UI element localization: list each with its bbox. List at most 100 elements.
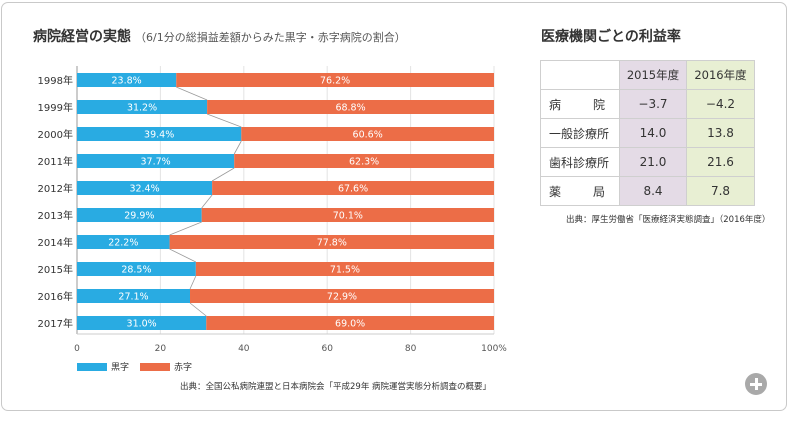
connector-line: [201, 194, 213, 209]
bar-segment-red: [234, 154, 495, 168]
bar-segment-red: [190, 289, 494, 303]
data-label-black: 28.5%: [121, 265, 151, 276]
chart-source: 出典：全国公私病院連盟と日本病院会「平成29年 病院運営実態分析調査の概要」: [180, 382, 492, 392]
data-label-black: 37.7%: [141, 157, 171, 168]
x-tick-label: 0: [74, 344, 80, 354]
table-row-hospital: 病院 −3.7 −4.2: [540, 89, 755, 119]
cell-pharmacy-2016: 7.8: [686, 176, 755, 206]
table-row-pharmacy: 薬局 8.4 7.8: [540, 176, 755, 206]
x-tick-label: 100%: [481, 344, 507, 354]
data-label-red: 77.8%: [317, 238, 347, 249]
data-label-red: 67.6%: [338, 184, 368, 195]
cell-clinic-2016: 13.8: [686, 118, 755, 148]
bar-segment-black: [77, 316, 207, 330]
bar-segment-black: [77, 262, 196, 276]
data-label-black: 32.4%: [129, 184, 159, 195]
legend-label-black: 黒字: [111, 363, 130, 373]
bar-segment-black: [77, 235, 170, 249]
bar-segment-black: [77, 100, 208, 114]
category-label: 1999年: [38, 101, 73, 114]
cell-clinic-2015: 14.0: [619, 118, 687, 148]
table-row-dental: 歯科診療所 21.0 21.6: [540, 147, 755, 177]
data-label-black: 31.2%: [127, 103, 157, 114]
table-header-row: 2015年度 2016年度: [540, 60, 755, 90]
chart-title: 病院経営の実態 （6/1分の総損益差額からみた黒字・赤字病院の割合）: [33, 29, 406, 45]
bar-segment-black: [77, 289, 191, 303]
data-label-red: 76.2%: [320, 76, 350, 87]
profit-rate-table: 2015年度 2016年度 病院 −3.7 −4.2 一般診療所 14.0 13…: [540, 60, 755, 206]
category-label: 2014年: [38, 236, 73, 249]
chart-subtitle: （6/1分の総損益差額からみた黒字・赤字病院の割合）: [135, 31, 406, 44]
data-label-black: 23.8%: [112, 76, 142, 87]
stacked-bar-chart: 1998年 23.8% 76.2% 1999年 31.2% 68.8% 2000年 39.4%…: [38, 66, 507, 354]
category-label: 2016年: [38, 290, 73, 303]
data-label-red: 70.1%: [333, 211, 363, 222]
category-label: 2000年: [38, 128, 73, 141]
category-label: 2017年: [38, 317, 73, 330]
bar-segment-red: [212, 181, 494, 195]
cell-dental-2015: 21.0: [619, 147, 687, 177]
data-label-black: 39.4%: [144, 130, 174, 141]
row-label-dental: 歯科診療所: [540, 147, 620, 177]
data-label-black: 29.9%: [124, 211, 154, 222]
connector-line: [169, 248, 197, 263]
connector-line: [189, 302, 207, 317]
bar-segment-red: [201, 208, 495, 222]
data-label-red: 68.8%: [335, 103, 365, 114]
legend-item-red: 赤字: [140, 360, 193, 373]
connector-line: [176, 86, 208, 101]
row-label-hospital: 病院: [540, 89, 620, 119]
row-label-char: 病: [549, 97, 562, 112]
bar-segment-black: [77, 208, 202, 222]
data-label-red: 71.5%: [330, 265, 360, 276]
row-label-char: 薬: [549, 184, 562, 199]
data-label-red: 72.9%: [327, 292, 357, 303]
table-row-clinic: 一般診療所 14.0 13.8: [540, 118, 755, 148]
data-label-black: 31.0%: [127, 319, 157, 330]
bar-segment-black: [77, 127, 242, 141]
table-corner-cell: [540, 60, 620, 90]
connector-line: [169, 221, 202, 236]
category-label: 2013年: [38, 209, 73, 222]
legend-swatch-black: [77, 362, 107, 371]
category-label: 2011年: [38, 155, 73, 168]
row-label-pharmacy: 薬局: [540, 176, 620, 206]
category-label: 1998年: [38, 74, 73, 87]
cell-dental-2016: 21.6: [686, 147, 755, 177]
row-label-char: 局: [592, 184, 605, 199]
data-label-red: 60.6%: [353, 130, 383, 141]
x-tick-label: 20: [155, 344, 167, 354]
row-label-char: 院: [592, 97, 605, 112]
header-2016: 2016年度: [686, 60, 755, 90]
bar-segment-red: [207, 100, 494, 114]
cell-pharmacy-2015: 8.4: [619, 176, 687, 206]
table-source: 出典：厚生労働省「医療経済実態調査」（2016年度）: [566, 215, 771, 225]
cell-hospital-2016: −4.2: [686, 89, 755, 119]
bar-segment-red: [241, 127, 494, 141]
connector-line: [233, 140, 242, 155]
connector-line: [206, 113, 242, 128]
bar-segment-black: [77, 73, 177, 87]
category-label: 2012年: [38, 182, 73, 195]
data-label-red: 62.3%: [349, 157, 379, 168]
bar-segment-red: [195, 262, 494, 276]
bar-segment-black: [77, 154, 235, 168]
category-label: 2015年: [38, 263, 73, 276]
legend-label-red: 赤字: [174, 363, 193, 373]
data-label-red: 69.0%: [335, 319, 365, 330]
bar-segment-red: [206, 316, 494, 330]
row-label-clinic: 一般診療所: [540, 118, 620, 148]
legend-swatch-red: [140, 362, 170, 371]
bar-segment-red: [176, 73, 494, 87]
cell-hospital-2015: −3.7: [619, 89, 687, 119]
x-tick-label: 40: [238, 344, 250, 354]
legend-item-black: 黒字: [77, 360, 130, 373]
header-2015: 2015年度: [619, 60, 687, 90]
expand-plus-button[interactable]: [745, 373, 767, 395]
bar-segment-red: [169, 235, 494, 249]
table-title: 医療機関ごとの利益率: [541, 29, 681, 45]
x-tick-label: 80: [405, 344, 417, 354]
data-label-black: 22.2%: [108, 238, 138, 249]
connector-line: [211, 167, 235, 182]
connector-line: [189, 275, 197, 290]
